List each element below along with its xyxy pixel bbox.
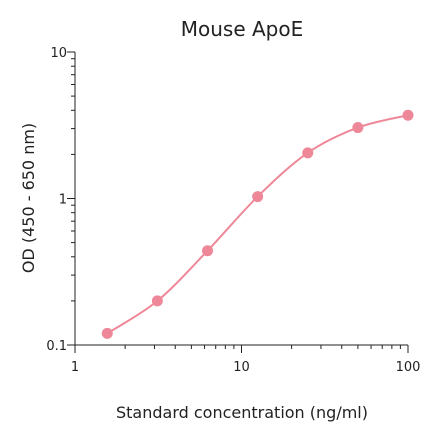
data-point	[302, 147, 313, 158]
y-axis-label: OD (450 - 650 nm)	[19, 123, 38, 273]
data-points	[102, 110, 414, 339]
data-point	[252, 191, 263, 202]
x-tick-label: 10	[233, 360, 250, 375]
data-point	[202, 245, 213, 256]
plot-area: 0.1 1 10 1 10 100	[46, 46, 420, 375]
data-point	[102, 328, 113, 339]
x-tick-label: 100	[396, 360, 421, 375]
y-tick-label: 10	[50, 46, 67, 61]
x-axis-ticks: 1 10 100	[71, 345, 421, 375]
data-point	[352, 122, 363, 133]
x-axis-label: Standard concentration (ng/ml)	[116, 403, 368, 422]
y-axis-ticks: 0.1 1 10	[46, 46, 75, 354]
y-tick-label: 0.1	[46, 339, 67, 354]
data-point	[152, 295, 163, 306]
data-point	[403, 110, 414, 121]
x-tick-label: 1	[71, 360, 79, 375]
y-tick-label: 1	[59, 193, 67, 208]
chart-title: Mouse ApoE	[181, 17, 304, 41]
